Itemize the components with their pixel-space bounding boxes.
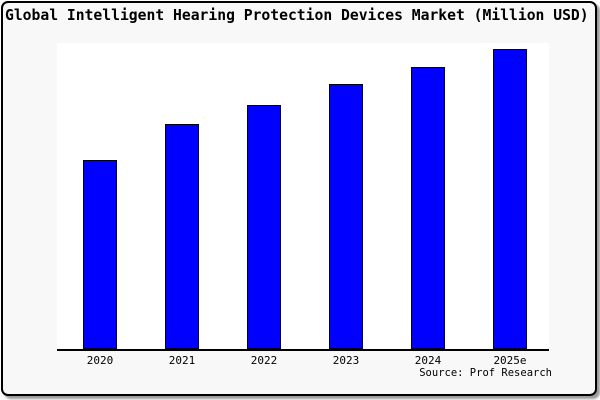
x-tick-label-2021: 2021: [168, 354, 196, 367]
bar-2020: [83, 160, 117, 349]
x-tick-label-2025e: 2025e: [493, 354, 527, 367]
x-axis-labels: 2020 2021 2022 2023 2024 2025e: [57, 354, 549, 370]
x-tick-label-2020: 2020: [86, 354, 114, 367]
plot-area: [57, 43, 549, 351]
bar-2021: [165, 124, 199, 349]
bar-2022: [247, 105, 281, 349]
x-tick-label-2022: 2022: [250, 354, 278, 367]
x-tick-label-2024: 2024: [414, 354, 442, 367]
bar-2024: [411, 67, 445, 349]
chart-title: Global Intelligent Hearing Protection De…: [5, 7, 589, 24]
x-tick-label-2023: 2023: [332, 354, 360, 367]
bar-2025e: [493, 49, 527, 349]
bar-2023: [329, 84, 363, 349]
source-note: Source: Prof Research: [419, 367, 552, 379]
